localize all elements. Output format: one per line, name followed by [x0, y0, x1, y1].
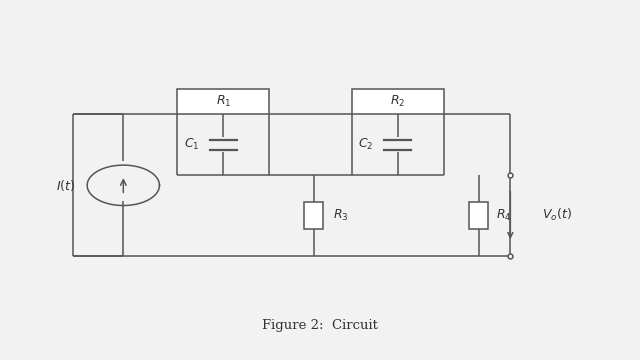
Text: $R_4$: $R_4$: [497, 208, 512, 223]
Text: $C_2$: $C_2$: [358, 137, 374, 152]
Bar: [469, 202, 488, 229]
Text: Figure 2:  Circuit: Figure 2: Circuit: [262, 319, 378, 332]
Bar: [304, 202, 323, 229]
Text: $V_o(t)$: $V_o(t)$: [542, 207, 572, 224]
Text: $R_2$: $R_2$: [390, 94, 405, 109]
Text: $R_1$: $R_1$: [216, 94, 231, 109]
Text: $R_3$: $R_3$: [333, 208, 348, 223]
Text: $I(t)$: $I(t)$: [56, 178, 76, 193]
Bar: [177, 89, 269, 114]
Bar: [352, 89, 444, 114]
Text: $C_1$: $C_1$: [184, 137, 199, 152]
